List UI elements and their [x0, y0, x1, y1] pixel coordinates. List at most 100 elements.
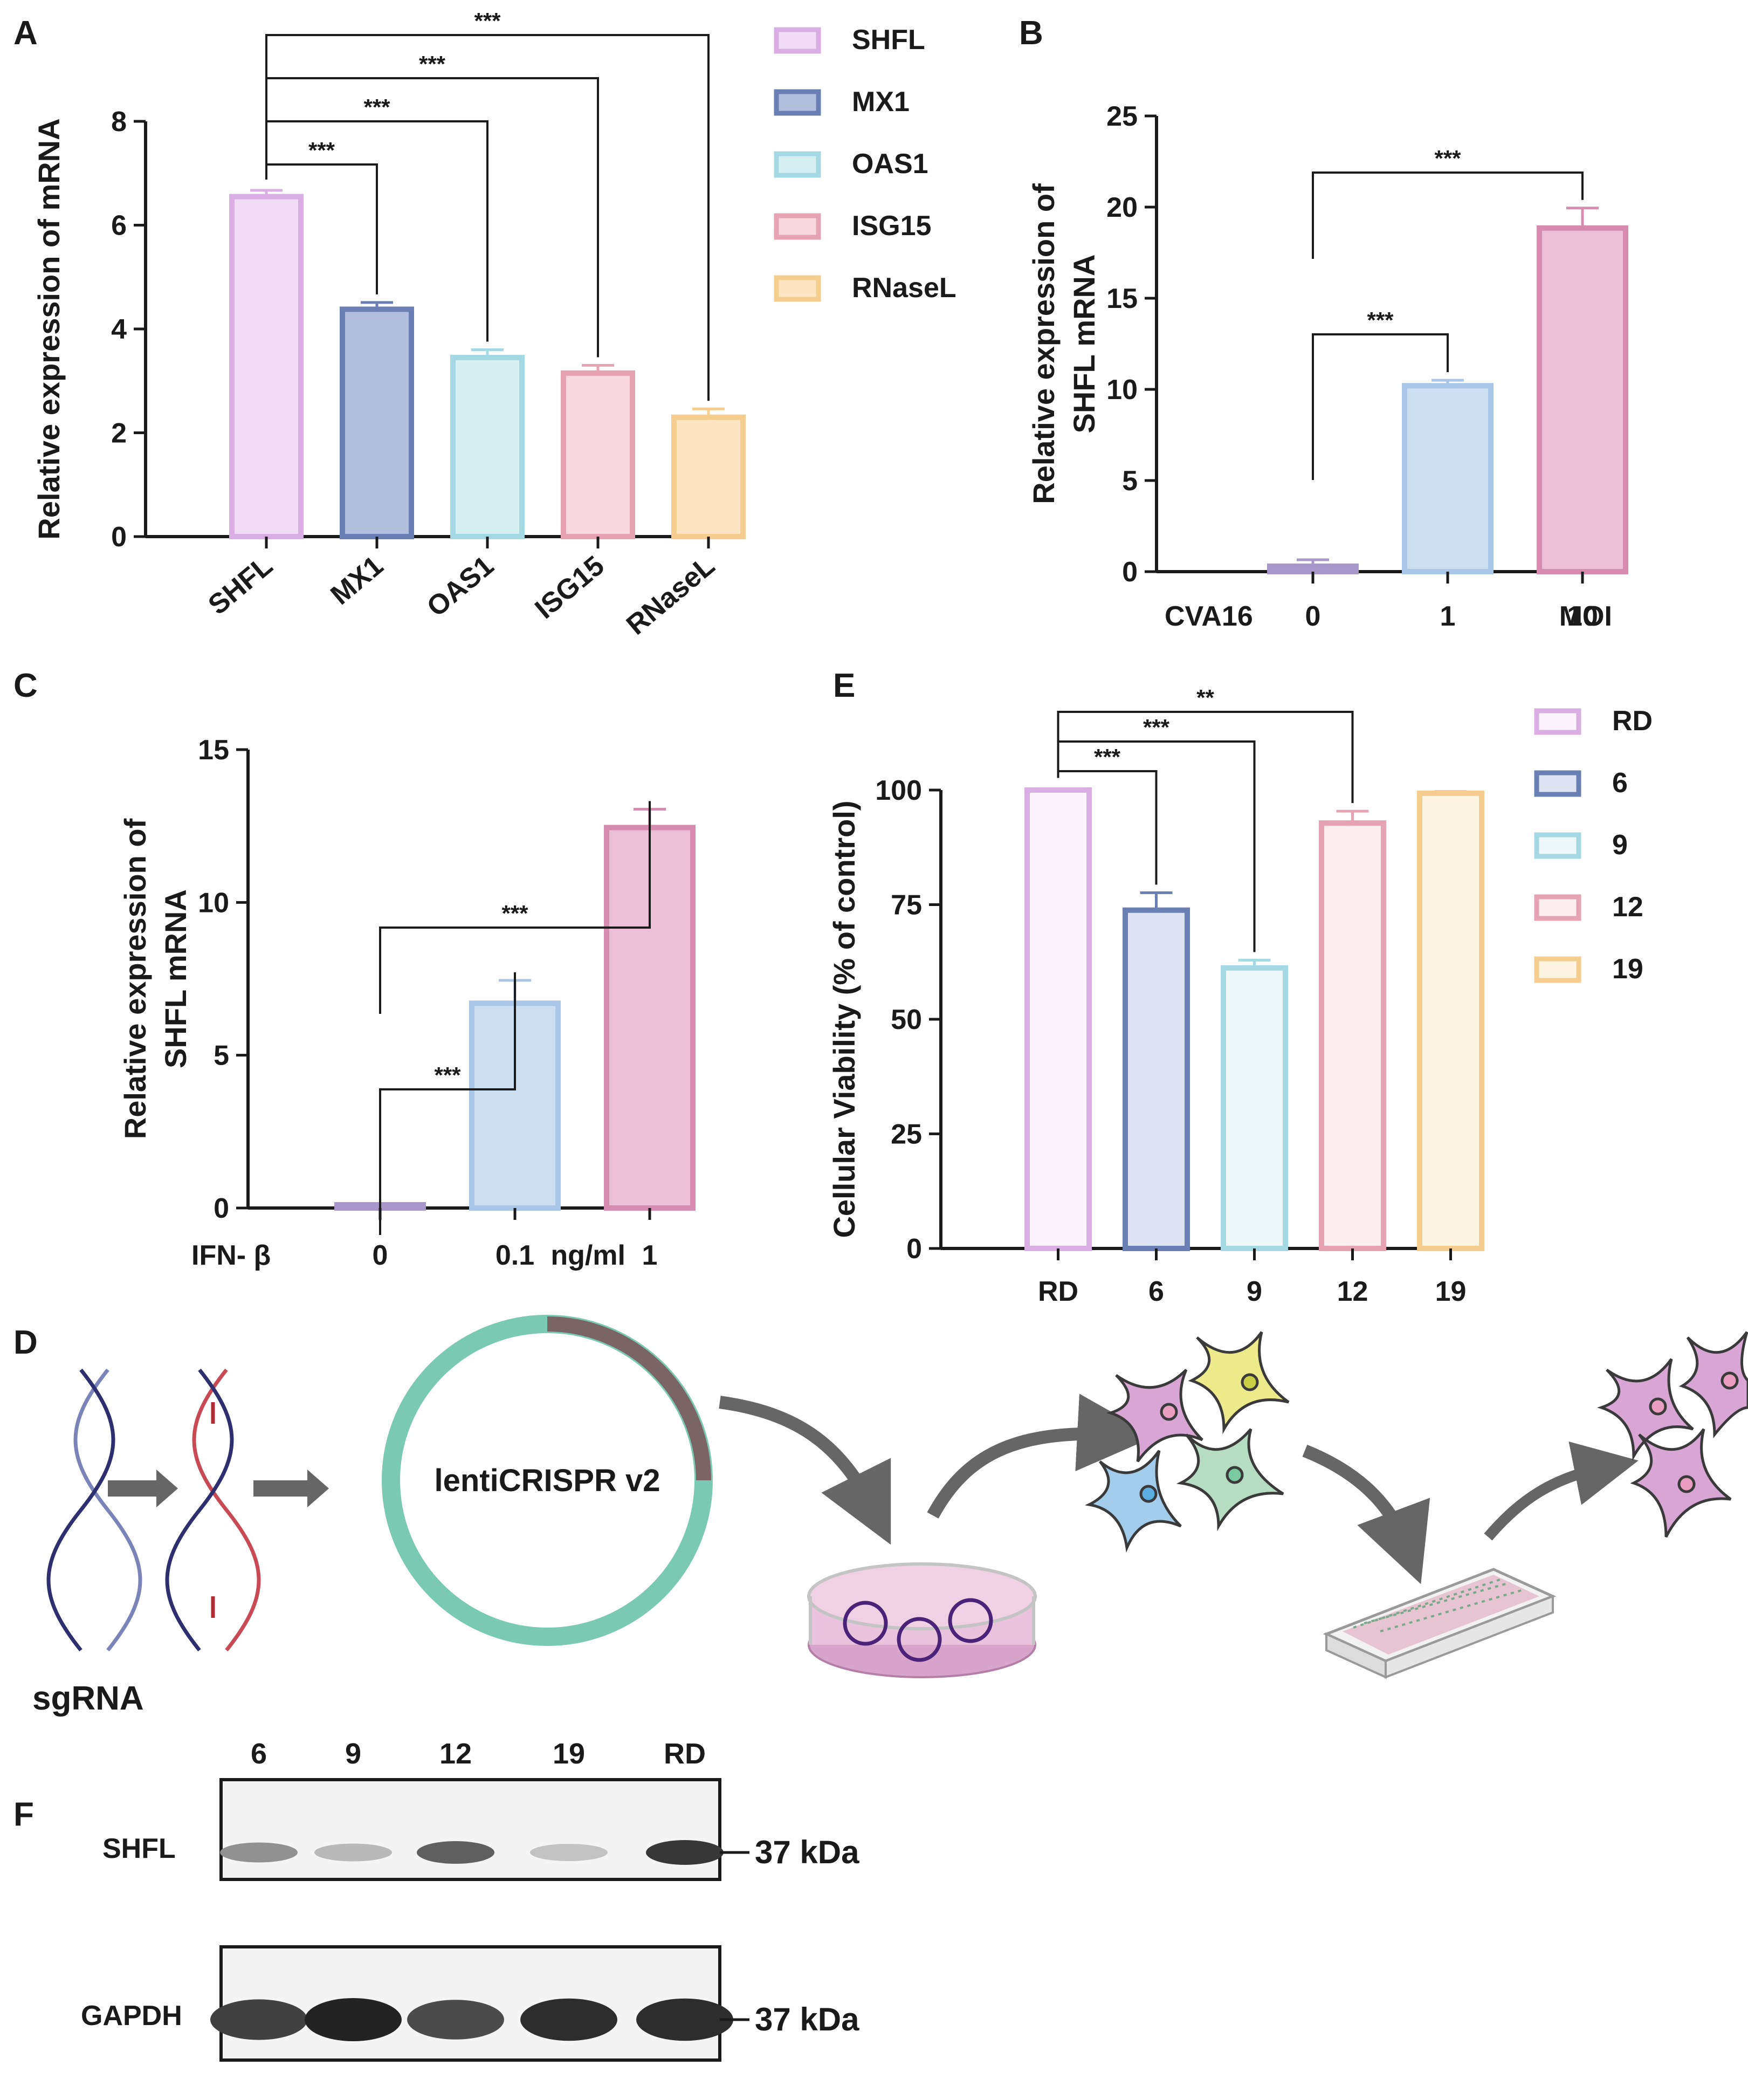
significance-bracket — [379, 801, 651, 1014]
legend-swatch — [1534, 770, 1581, 797]
blot-frame — [219, 1778, 721, 1881]
significance-bracket — [1312, 171, 1584, 259]
lane-label: RD — [664, 1738, 706, 1770]
bar — [1221, 965, 1288, 1252]
panel-label-d: D — [13, 1324, 38, 1361]
y-tick-label: 15 — [198, 735, 229, 766]
x-tick-label: 0 — [1305, 601, 1321, 632]
y-tick-label: 10 — [1106, 374, 1138, 406]
bar — [1402, 383, 1494, 574]
protein-band — [210, 1999, 307, 2040]
bar — [1123, 907, 1190, 1251]
x-axis-unit-label: MOI — [1559, 601, 1612, 632]
chart-c: 0 5 10 15 Relative expression of SHFL mRNA 0 0.… — [118, 735, 696, 1271]
significance-bracket — [265, 34, 710, 401]
crispr-workflow-diagram: lentiCRISPR v2 — [32, 1315, 1748, 1717]
bar — [561, 370, 635, 539]
bar — [229, 194, 304, 539]
y-tick-label: 100 — [875, 775, 922, 806]
protein-band — [530, 1844, 608, 1861]
protein-band — [407, 2000, 504, 2040]
protein-band — [220, 1842, 298, 1863]
x-tick-label: 19 — [1435, 1276, 1467, 1307]
y-tick-label: 2 — [111, 418, 127, 449]
significance-bracket — [1312, 333, 1449, 480]
legend-swatch — [1534, 832, 1581, 859]
knockout-cell-clone-icon — [1597, 1331, 1748, 1538]
curved-arrow-icon — [719, 1396, 891, 1545]
mixed-cell-population-icon — [1085, 1331, 1290, 1553]
sgrna-label: sgRNA — [32, 1680, 144, 1717]
y-tick-label: 10 — [198, 887, 229, 918]
petri-dish-icon — [807, 1562, 1037, 1678]
y-axis-title-line2: SHFL mRNA — [1067, 255, 1101, 434]
legend-label: SHFL — [852, 24, 925, 56]
x-tick-label: 1 — [1440, 601, 1456, 632]
y-tick-label: 8 — [111, 106, 127, 138]
legend-label: OAS1 — [852, 148, 928, 180]
significance-label: *** — [1367, 307, 1394, 333]
y-tick-label: 5 — [1122, 465, 1138, 497]
legend-label: 9 — [1612, 829, 1628, 861]
bar — [450, 354, 525, 539]
x-tick-label: OAS1 — [421, 550, 500, 623]
y-axis-title: Relative expression of mRNA — [32, 118, 66, 539]
y-tick-label: 6 — [111, 210, 127, 242]
legend-swatch — [1534, 708, 1581, 735]
y-tick-label: 4 — [111, 314, 127, 345]
dna-helix-icon — [46, 1368, 142, 1652]
lane-label: 12 — [439, 1738, 472, 1770]
y-axis-title-line1: Relative expression of — [1027, 183, 1061, 504]
legend-label: 19 — [1612, 953, 1643, 985]
y-tick-label: 75 — [891, 890, 922, 921]
protein-band — [520, 1998, 617, 2041]
bar — [1417, 790, 1484, 1251]
x-tick-label: 6 — [1148, 1276, 1164, 1307]
edited-dna-helix-icon — [165, 1368, 261, 1652]
curved-arrow-icon — [1302, 1444, 1430, 1584]
size-marker-label: 37 kDa — [755, 2001, 859, 2037]
x-tick-label: ISG15 — [529, 550, 610, 625]
legend-label: 6 — [1612, 767, 1628, 799]
significance-label: *** — [419, 51, 446, 77]
well-plate-icon — [1323, 1568, 1557, 1679]
curved-arrow-icon — [1484, 1441, 1639, 1541]
legend-label: MX1 — [852, 86, 910, 118]
protein-band — [636, 1998, 733, 2041]
plasmid-label: lentiCRISPR v2 — [435, 1463, 660, 1498]
x-tick-label: SHFL — [202, 550, 278, 621]
legend-swatch — [774, 213, 821, 240]
significance-bracket — [1057, 711, 1354, 804]
protein-band — [314, 1843, 392, 1862]
y-tick-label: 20 — [1106, 192, 1138, 223]
x-axis-prefix-label: IFN- β — [191, 1240, 271, 1271]
panel-label-a: A — [13, 15, 38, 52]
chart-e: 0 25 50 75 100 Cellular Viability (% of contr… — [827, 685, 1653, 1307]
y-tick-label: 0 — [214, 1193, 229, 1224]
lane-label: 9 — [345, 1738, 361, 1770]
panel-label-c: C — [13, 667, 38, 704]
panel-label-f: F — [13, 1796, 34, 1833]
y-tick-label: 0 — [1122, 557, 1138, 588]
y-axis-title-line2: SHFL mRNA — [159, 889, 192, 1068]
plasmid-insert-arc — [547, 1316, 711, 1481]
y-tick-label: 0 — [111, 521, 127, 553]
legend-swatch — [774, 275, 821, 302]
x-axis-prefix-label: CVA16 — [1165, 601, 1253, 632]
legend-label: 12 — [1612, 891, 1643, 923]
bar — [1319, 820, 1386, 1251]
x-tick-label: 12 — [1337, 1276, 1368, 1307]
curved-arrow-icon — [927, 1394, 1155, 1519]
chart-a: 0 2 4 6 8 Relative expression of mRNA SHFL MX1 O… — [32, 8, 956, 641]
y-tick-label: 0 — [906, 1233, 922, 1265]
legend-swatch — [774, 151, 821, 178]
significance-label: *** — [363, 94, 390, 120]
panel-label-e: E — [833, 667, 855, 704]
legend-label: RD — [1612, 705, 1653, 737]
bar — [1267, 563, 1359, 574]
significance-label: *** — [308, 138, 335, 163]
y-tick-label: 25 — [1106, 101, 1138, 132]
x-tick-label: 9 — [1247, 1276, 1262, 1307]
